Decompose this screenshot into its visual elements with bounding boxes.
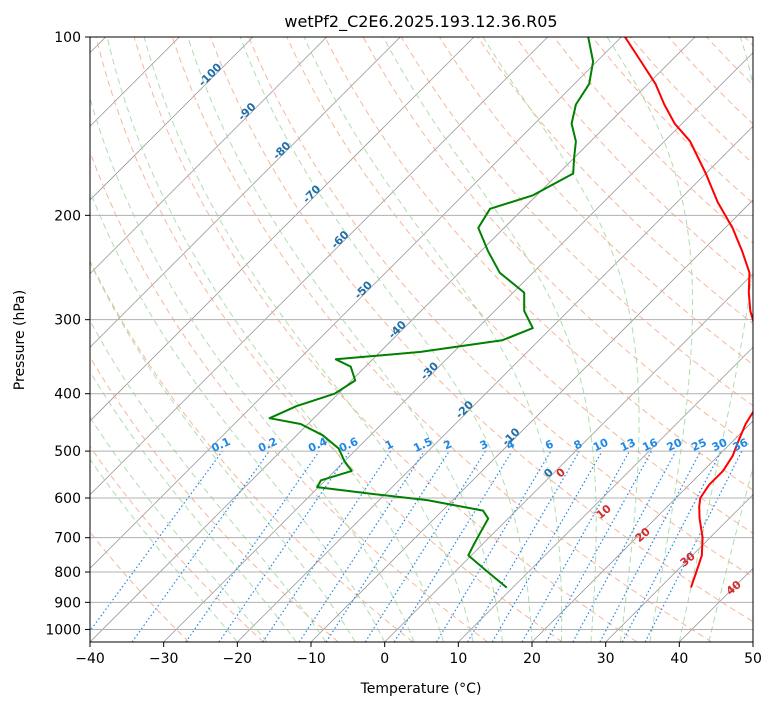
background-lines <box>90 37 753 642</box>
isotherm-line <box>163 52 753 642</box>
mixing-ratio-line <box>435 450 552 642</box>
y-tick-label: 700 <box>54 531 81 547</box>
isotherm-line <box>605 494 753 642</box>
y-tick-label: 800 <box>54 565 81 581</box>
isotherm-line <box>90 37 254 201</box>
y-axis-label: Pressure (hPa) <box>12 290 28 390</box>
x-tick-label: −40 <box>75 651 105 667</box>
mixing-ratio-line <box>185 450 320 642</box>
dry-adiabat-line <box>286 37 753 534</box>
dry-adiabat-line <box>133 37 638 642</box>
plot-frame <box>89 36 754 643</box>
isotherm-line <box>237 125 753 642</box>
isotherm-line <box>531 420 753 642</box>
mixing-ratio-line <box>545 450 653 642</box>
chart-title: wetPf2_C2E6.2025.193.12.36.R05 <box>284 12 557 32</box>
moist-adiabat-line <box>303 37 563 642</box>
moist-adiabat-line <box>90 319 327 642</box>
y-tick-label: 600 <box>54 491 81 507</box>
y-tick-label: 100 <box>54 30 81 46</box>
x-tick-label: 0 <box>380 651 389 667</box>
mixing-ratio-line <box>393 450 513 642</box>
moist-adiabat-line <box>90 260 356 642</box>
dry-adiabat-line <box>90 445 264 642</box>
isotherm-line <box>90 37 548 496</box>
mixing-ratio-label: 25 <box>689 436 708 454</box>
moist-adiabat-line <box>90 370 297 642</box>
y-tick-label: 200 <box>54 208 81 224</box>
isotherm-line <box>384 273 753 642</box>
mixing-ratio-line <box>491 450 603 642</box>
isotherm-line <box>90 37 622 569</box>
x-axis-label: Temperature (°C) <box>360 681 482 697</box>
mixing-ratio-label: 30 <box>710 436 730 454</box>
mixing-ratio-line <box>218 450 351 642</box>
pressure-gridlines <box>90 37 753 630</box>
dry-adiabat-line <box>95 37 563 642</box>
y-tick-label: 500 <box>54 444 81 460</box>
dry-adiabat-line <box>90 356 339 642</box>
dewpoint-profile-line <box>268 37 595 589</box>
y-tick-label: 1000 <box>45 622 81 638</box>
y-tick-label: 400 <box>54 387 81 403</box>
isotherm-line <box>90 37 401 348</box>
moist-adiabat-line <box>382 37 597 642</box>
dry-adiabat-line <box>171 37 712 642</box>
moist-adiabat-line <box>239 37 533 642</box>
profile-lines <box>268 37 753 589</box>
mixing-ratio-line <box>572 450 677 642</box>
x-tick-label: −20 <box>223 651 253 667</box>
moist-adiabat-line <box>187 37 503 642</box>
dry-adiabat-line <box>324 37 753 491</box>
mixing-ratio-label: 13 <box>618 436 637 454</box>
isotherm-line <box>90 37 327 275</box>
mixing-ratio-line <box>521 450 631 642</box>
mixing-ratio-label: 16 <box>640 436 660 454</box>
y-tick-label: 900 <box>54 595 81 611</box>
mixing-ratio-label: 36 <box>731 436 751 454</box>
dry-adiabat-line <box>515 37 753 284</box>
mixing-ratio-line <box>364 450 486 642</box>
dry-adiabat-line <box>248 37 753 578</box>
mixing-ratio-line <box>325 450 450 642</box>
moist-adiabat-line <box>708 465 753 642</box>
y-tick-label: 300 <box>54 313 81 329</box>
moist-adiabat-line <box>106 37 445 642</box>
isotherm-line <box>458 346 753 642</box>
temperature-profile-line <box>624 37 753 588</box>
dry-adiabat-line <box>90 259 414 642</box>
isotherm-line <box>90 37 475 422</box>
moist-adiabat-line <box>482 37 640 642</box>
x-tick-label: −30 <box>149 651 179 667</box>
moist-adiabat-line <box>90 416 268 642</box>
moist-adiabat-line <box>90 189 386 642</box>
x-axis: −40 −30 −20 −10 0 10 20 30 40 50 <box>75 642 762 667</box>
mixing-ratio-label: 10 <box>591 436 611 454</box>
x-tick-label: 30 <box>597 651 615 667</box>
moist-adiabat-line <box>678 37 753 642</box>
mixing-ratio-line <box>466 450 580 642</box>
dry-adiabat-line <box>210 37 753 623</box>
x-tick-label: 20 <box>523 651 541 667</box>
moist-adiabat-line <box>606 37 693 642</box>
x-tick-label: 50 <box>744 651 762 667</box>
isotherm-line <box>90 37 696 642</box>
mixing-ratio-label: 20 <box>665 436 685 454</box>
x-tick-label: 10 <box>449 651 467 667</box>
x-tick-label: −10 <box>296 651 326 667</box>
x-tick-label: 40 <box>670 651 688 667</box>
moist-adiabat-line <box>90 458 238 642</box>
y-axis: 1000 900 800 700 600 500 400 300 200 100 <box>45 30 90 638</box>
